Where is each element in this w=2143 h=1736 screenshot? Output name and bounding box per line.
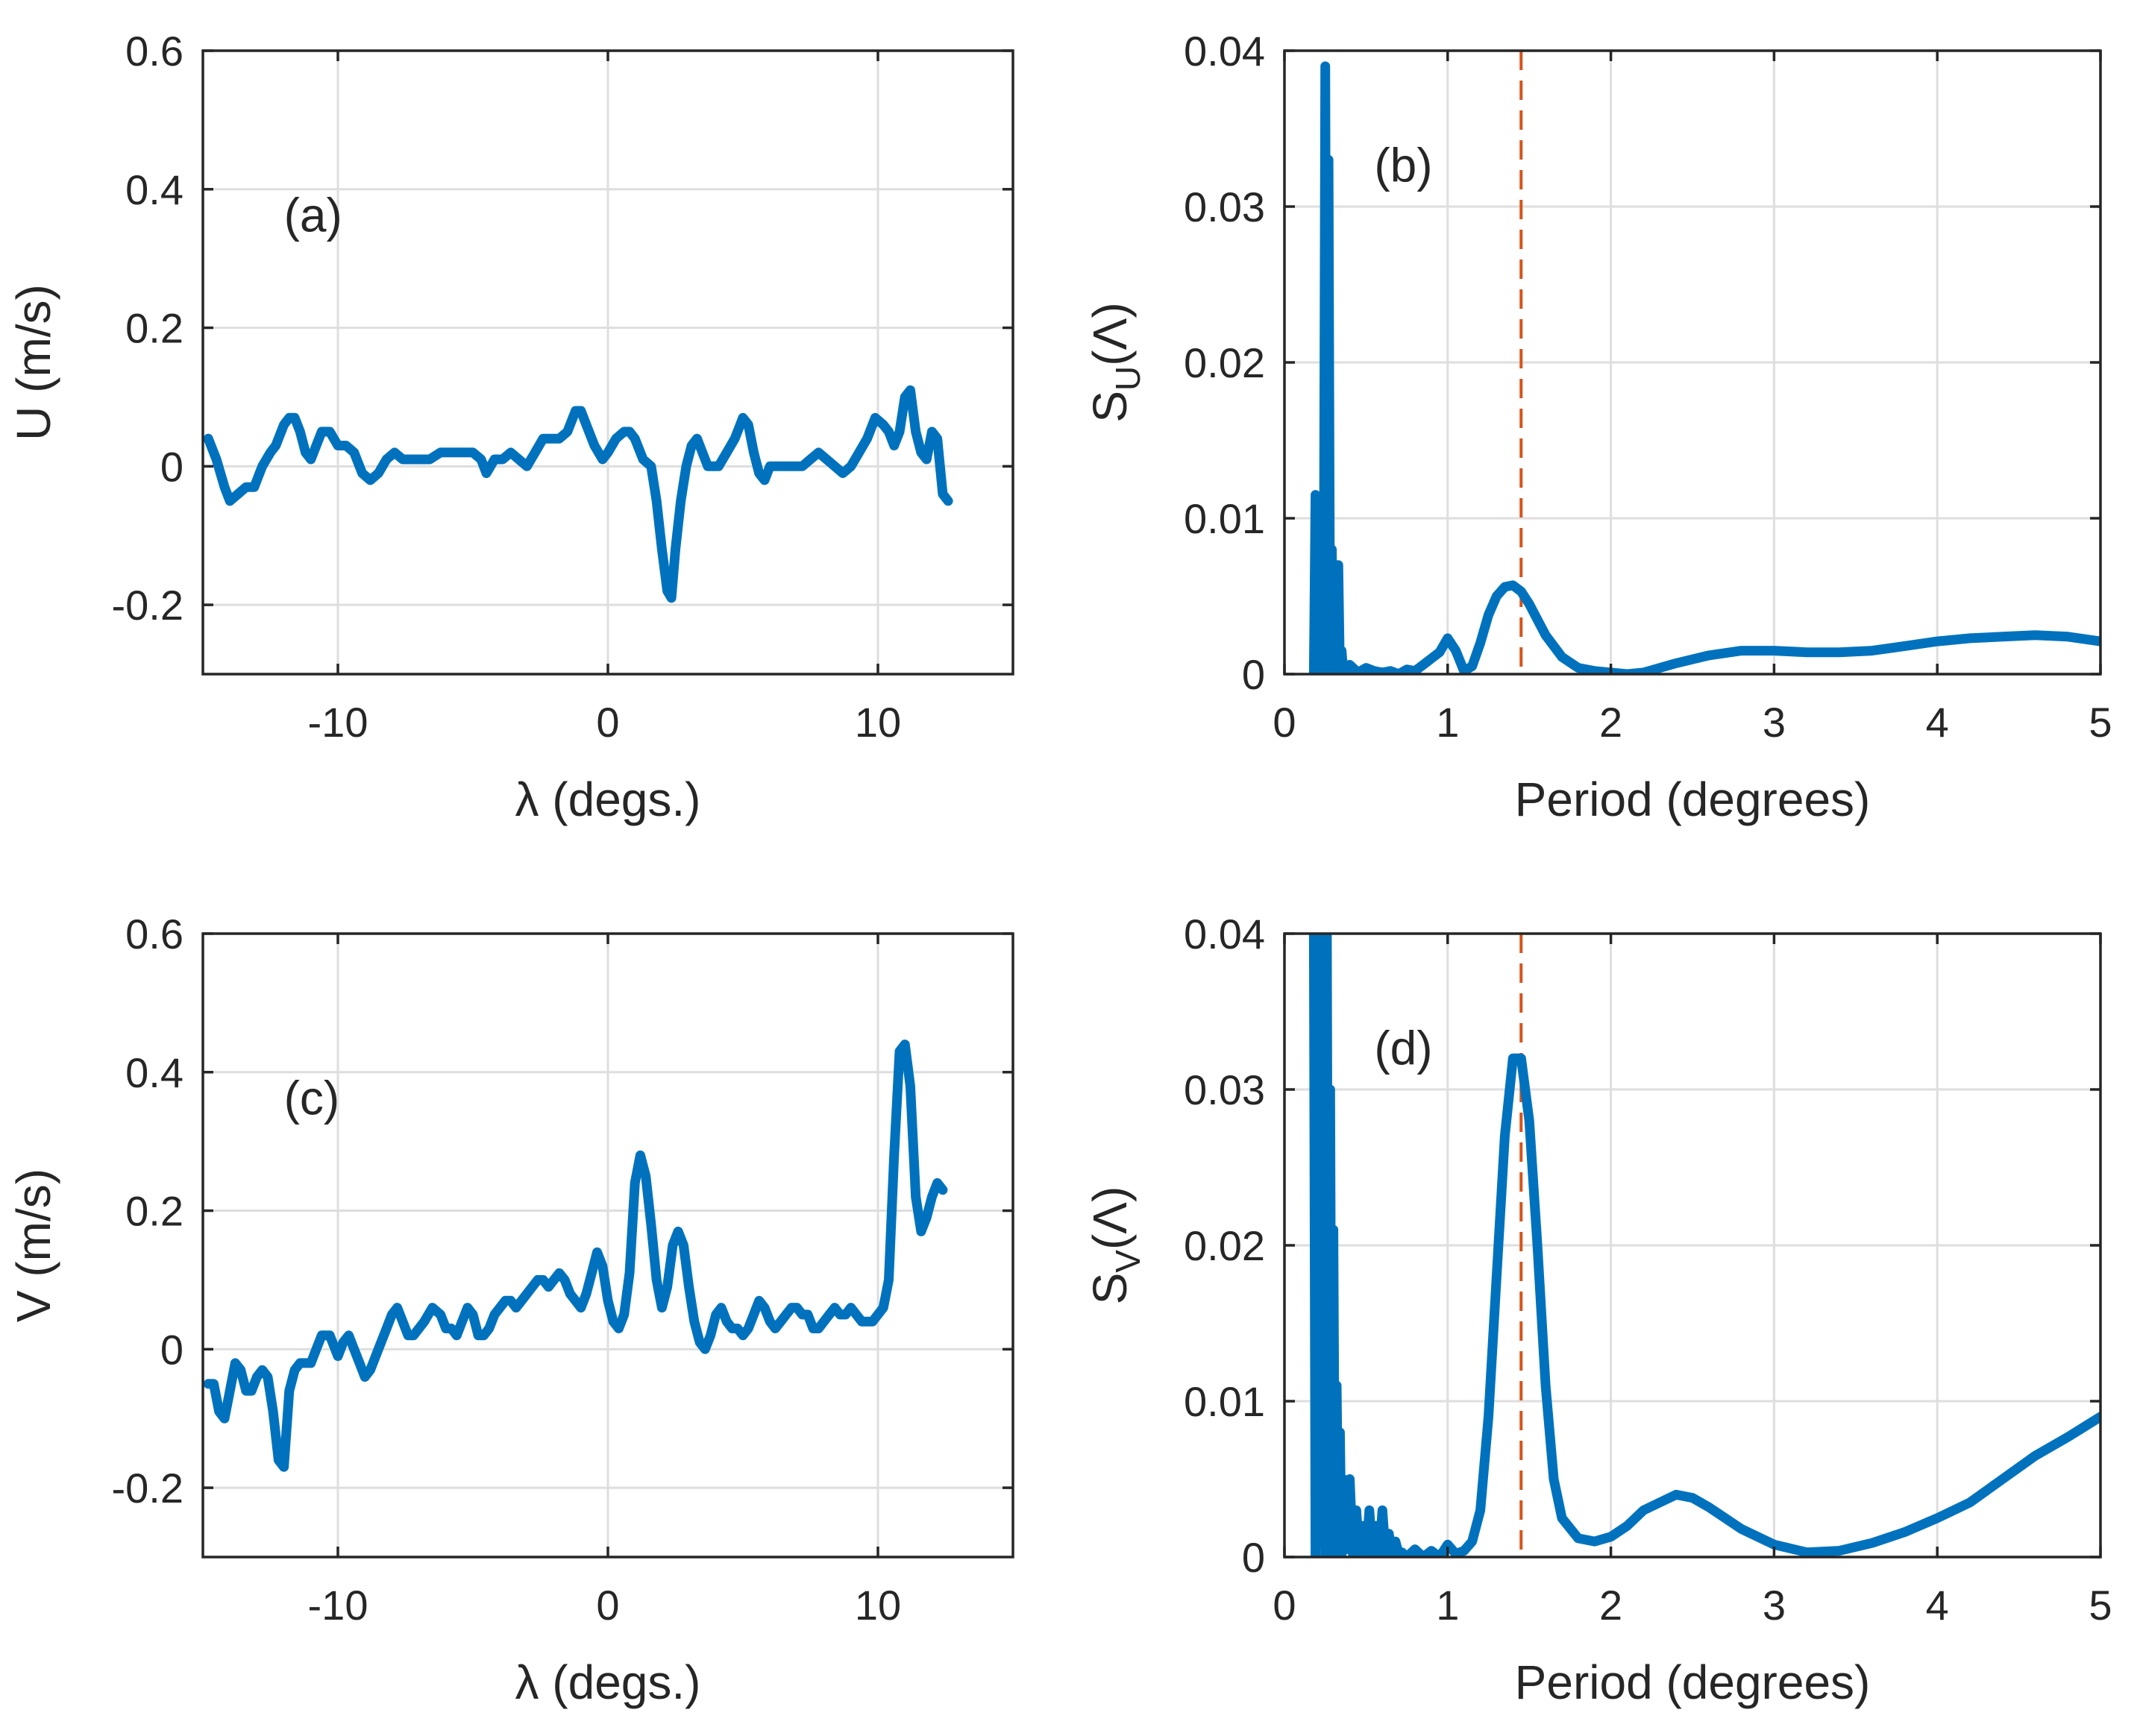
y-tick-label: 0.6	[125, 28, 183, 75]
series-line-s-u	[1308, 61, 2100, 674]
x-tick-label: 0	[1273, 699, 1296, 746]
y-axis-label: U (m/s)	[7, 284, 60, 441]
x-tick-label: 10	[855, 1582, 901, 1629]
panel-b: 0 1 2 3 4 5 0 0.01 0.02 0.03 0.04 Period (degrees) S…	[1083, 28, 2112, 826]
y-tick-label: 0.4	[125, 1049, 183, 1096]
x-tick-label: 0	[1273, 1582, 1296, 1629]
y-tick-label: 0.2	[125, 305, 183, 352]
y-tick-label: -0.2	[112, 1465, 184, 1512]
y-tick-label: 0	[160, 1326, 183, 1373]
series-line-u	[203, 385, 953, 603]
x-tick-label: 1	[1436, 699, 1459, 746]
y-tick-label: 0.04	[1184, 911, 1265, 957]
panel-label: (a)	[284, 188, 342, 242]
x-tick-label: -10	[308, 699, 368, 746]
panel-label: (c)	[284, 1071, 340, 1125]
x-tick-label: 1	[1436, 1582, 1459, 1629]
y-axis-label: SV(Λ)	[1083, 1186, 1147, 1305]
y-tick-label: 0.03	[1184, 1066, 1265, 1113]
y-tick-label: 0.01	[1184, 1378, 1265, 1425]
y-axis-label: V (m/s)	[7, 1169, 60, 1322]
panel-label: (d)	[1374, 1022, 1432, 1075]
x-tick-label: 4	[1926, 1582, 1949, 1629]
x-tick-label: 0	[596, 1582, 619, 1629]
y-tick-label: 0.01	[1184, 495, 1265, 542]
y-tick-label: 0	[160, 443, 183, 490]
x-tick-label: 5	[2089, 699, 2112, 746]
x-tick-label: 2	[1599, 699, 1622, 746]
x-tick-label: 4	[1926, 699, 1949, 746]
series-line-s-v	[1308, 934, 2100, 1557]
series-line-v	[203, 1040, 948, 1472]
x-tick-label: 2	[1599, 1582, 1622, 1629]
panel-c: -10 0 10 -0.2 0 0.2 0.4 0.6 λ (degs.) V (m/s) (c)	[7, 911, 1014, 1709]
panel-label: (b)	[1374, 139, 1432, 192]
panel-a: -10 0 10 -0.2 0 0.2 0.4 0.6 λ (degs.) U (m/s) (a)	[7, 28, 1014, 826]
y-tick-label: 0.2	[125, 1188, 183, 1235]
y-tick-label: 0.02	[1184, 1222, 1265, 1269]
x-axis-label: Period (degrees)	[1515, 1655, 1871, 1709]
y-tick-label: 0.04	[1184, 28, 1265, 75]
x-tick-label: 5	[2089, 1582, 2112, 1629]
y-tick-label: 0.4	[125, 166, 183, 213]
x-axis-label: λ (degs.)	[515, 773, 701, 826]
x-axis-label: Period (degrees)	[1515, 773, 1871, 826]
x-tick-label: 10	[855, 699, 901, 746]
x-tick-label: -10	[308, 1582, 368, 1629]
x-tick-label: 3	[1763, 699, 1786, 746]
x-tick-label: 3	[1763, 1582, 1786, 1629]
panel-d: 0 1 2 3 4 5 0 0.01 0.02 0.03 0.04 Period (degrees) S…	[1083, 911, 2112, 1709]
y-tick-label: 0	[1242, 651, 1265, 698]
y-axis-label: SU(Λ)	[1083, 302, 1147, 422]
y-tick-label: 0	[1242, 1534, 1265, 1581]
x-axis-label: λ (degs.)	[515, 1655, 701, 1709]
y-tick-label: -0.2	[112, 582, 184, 629]
y-tick-label: 0.02	[1184, 339, 1265, 386]
y-tick-label: 0.6	[125, 911, 183, 957]
x-tick-label: 0	[596, 699, 619, 746]
y-tick-label: 0.03	[1184, 183, 1265, 230]
